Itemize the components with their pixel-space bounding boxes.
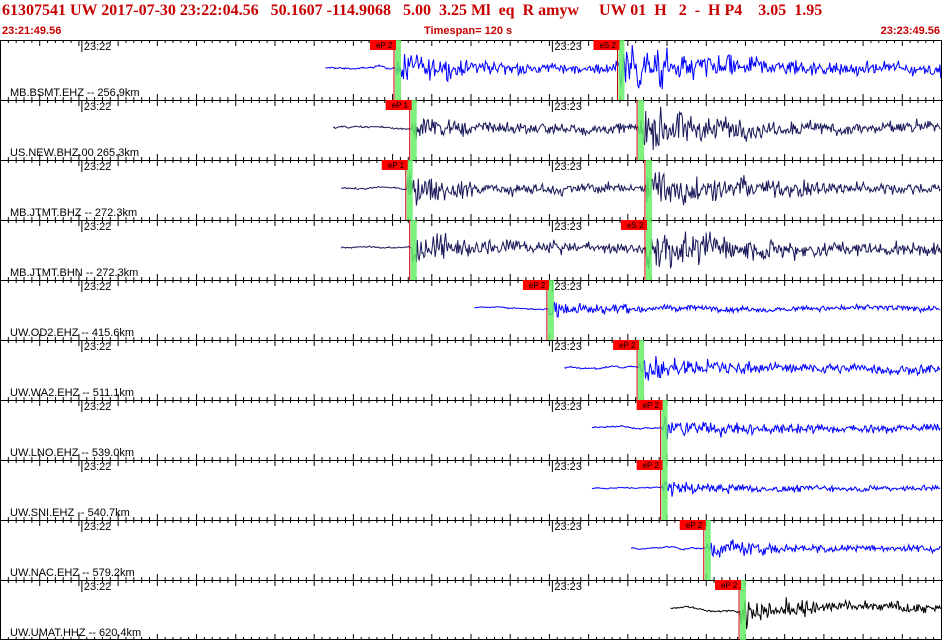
minute-tick-label: 23:22 bbox=[84, 221, 112, 233]
seismogram-panel[interactable]: 23:22 23:23 eP 2 eS 2 MB.BSMT.EHZ -- 256.9km… bbox=[0, 40, 943, 640]
p-pick-window bbox=[661, 460, 668, 520]
p-pick-label: eP 2 bbox=[619, 341, 636, 350]
trace-row[interactable]: 23:22 23:23 eS 2 MB.JTMT.BHN -- 272.3km bbox=[0, 220, 943, 280]
window-end-time: 23:23:49.56 bbox=[880, 25, 940, 37]
waveform-trace bbox=[340, 171, 941, 206]
p-pick-label: eP 2 bbox=[643, 461, 660, 470]
minute-tick-label: 23:23 bbox=[554, 521, 582, 533]
p-pick-window bbox=[547, 280, 554, 340]
trace-row[interactable]: 23:22 23:23 eP 2 UW.LNO.EHZ -- 539.0km bbox=[0, 400, 943, 460]
station-label: UW.LNO.EHZ -- 539.0km bbox=[10, 447, 134, 459]
trace-row[interactable]: 23:22 23:23 eP 1 US.NEW.BHZ.00 265.3km bbox=[0, 100, 943, 160]
p-pick-window bbox=[406, 160, 413, 220]
waveform-trace bbox=[591, 480, 941, 497]
p-pick-window bbox=[395, 40, 402, 100]
minute-tick-label: 23:22 bbox=[84, 101, 112, 113]
minute-tick-label: 23:22 bbox=[84, 41, 112, 53]
station-label: UW.SNI.EHZ -- 540.7km bbox=[10, 507, 130, 519]
timespan-label: Timespan= 120 s bbox=[424, 25, 513, 37]
station-label: UW.OD2.EHZ -- 415.6km bbox=[10, 327, 134, 339]
station-label: UW.WA2.EHZ -- 511.1km bbox=[10, 387, 134, 399]
trace-row[interactable]: 23:22 23:23 eP 1 MB.JTMT.BHZ -- 272.3km bbox=[0, 160, 943, 220]
waveform-trace bbox=[340, 231, 941, 270]
p-pick-flag[interactable] bbox=[679, 520, 706, 530]
s-pick-flag[interactable] bbox=[593, 40, 620, 50]
p-pick-flag[interactable] bbox=[715, 580, 742, 590]
trace-row[interactable]: 23:22 23:23 eP 2 eS 2 MB.BSMT.EHZ -- 256.9km bbox=[0, 40, 942, 100]
p-pick-window bbox=[410, 100, 417, 160]
waveform-trace bbox=[564, 355, 941, 381]
s-pick-window bbox=[618, 40, 625, 100]
minute-tick-label: 23:23 bbox=[554, 101, 582, 113]
trace-row[interactable]: 23:22 23:23 eP 2 UW.OD2.EHZ -- 415.6km bbox=[0, 280, 943, 340]
p-pick-flag[interactable] bbox=[636, 400, 663, 410]
minute-tick-label: 23:22 bbox=[84, 461, 112, 473]
p-pick-flag[interactable] bbox=[522, 280, 549, 290]
window-start-time: 23:21:49.56 bbox=[2, 25, 62, 37]
minute-tick-label: 23:23 bbox=[554, 281, 582, 293]
station-label: UW.UMAT.HHZ -- 620.4km bbox=[10, 627, 141, 639]
p-pick-label: eP 2 bbox=[643, 401, 660, 410]
trace-row[interactable]: 23:22 23:23 eP 2 UW.NAC.EHZ -- 579.2km bbox=[0, 520, 943, 580]
minute-tick-label: 23:22 bbox=[84, 581, 112, 593]
p-pick-label: eP 2 bbox=[686, 521, 703, 530]
station-label: MB.JTMT.BHN -- 272.3km bbox=[10, 267, 138, 279]
p-pick-label: eP 2 bbox=[529, 281, 546, 290]
minute-tick-label: 23:23 bbox=[554, 161, 582, 173]
p-pick-label: eP 1 bbox=[388, 161, 405, 170]
p-pick-flag[interactable] bbox=[381, 160, 408, 170]
waveform-trace bbox=[630, 539, 942, 558]
p-pick-flag[interactable] bbox=[370, 40, 397, 50]
s-pick-window bbox=[645, 160, 652, 220]
p-pick-flag[interactable] bbox=[385, 100, 412, 110]
p-pick-window bbox=[740, 580, 747, 640]
p-pick-label: eP 2 bbox=[376, 41, 393, 50]
p-pick-window bbox=[661, 400, 668, 460]
waveform-trace bbox=[591, 416, 941, 440]
event-title: 61307541 UW 2017-07-30 23:22:04.56 50.16… bbox=[2, 2, 823, 19]
p-pick-label: eP 1 bbox=[392, 101, 409, 110]
waveform-trace bbox=[325, 45, 942, 90]
waveform-trace bbox=[670, 597, 941, 630]
minute-tick-label: 23:23 bbox=[554, 341, 582, 353]
station-label: UW.NAC.EHZ -- 579.2km bbox=[10, 567, 135, 579]
s-pick-window bbox=[638, 100, 645, 160]
station-label: MB.JTMT.BHZ -- 272.3km bbox=[10, 207, 137, 219]
s-pick-flag[interactable] bbox=[620, 220, 647, 230]
station-label: US.NEW.BHZ.00 265.3km bbox=[10, 147, 139, 159]
minute-tick-label: 23:22 bbox=[84, 341, 112, 353]
s-pick-label: eS 2 bbox=[627, 221, 644, 230]
minute-tick-label: 23:22 bbox=[84, 161, 112, 173]
header-bar: 61307541 UW 2017-07-30 23:22:04.56 50.16… bbox=[0, 0, 943, 40]
minute-tick-label: 23:23 bbox=[554, 401, 582, 413]
p-pick-window bbox=[638, 340, 645, 400]
p-pick-label: eP 2 bbox=[721, 581, 738, 590]
p-pick-window bbox=[410, 220, 417, 280]
s-pick-window bbox=[645, 220, 652, 280]
minute-tick-label: 23:23 bbox=[554, 581, 582, 593]
station-label: MB.BSMT.EHZ -- 256.9km bbox=[10, 87, 140, 99]
minute-tick-label: 23:22 bbox=[84, 521, 112, 533]
minute-tick-label: 23:23 bbox=[554, 221, 582, 233]
p-pick-window bbox=[704, 520, 711, 580]
trace-row[interactable]: 23:22 23:23 eP 2 UW.WA2.EHZ -- 511.1km bbox=[0, 340, 943, 400]
minute-tick-label: 23:22 bbox=[84, 281, 112, 293]
minute-tick-label: 23:23 bbox=[554, 41, 582, 53]
p-pick-flag[interactable] bbox=[613, 340, 640, 350]
minute-tick-label: 23:22 bbox=[84, 401, 112, 413]
trace-row[interactable]: 23:22 23:23 eP 2 UW.SNI.EHZ -- 540.7km bbox=[0, 460, 943, 520]
minute-tick-label: 23:23 bbox=[554, 461, 582, 473]
p-pick-flag[interactable] bbox=[636, 460, 663, 470]
s-pick-label: eS 2 bbox=[599, 41, 616, 50]
trace-row[interactable]: 23:22 23:23 eP 2 UW.UMAT.HHZ -- 620.4km bbox=[0, 580, 943, 640]
waveform-trace bbox=[474, 301, 941, 318]
